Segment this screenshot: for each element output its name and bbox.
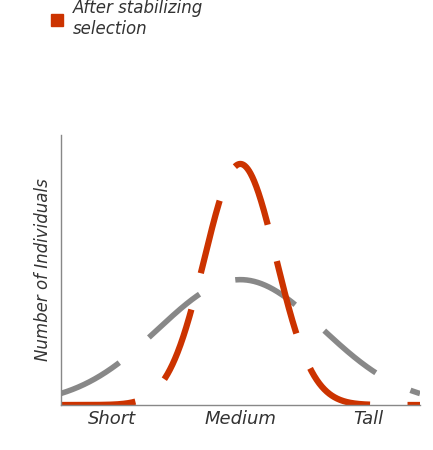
Y-axis label: Number of Individuals: Number of Individuals	[34, 179, 52, 361]
Legend: Original
population, After stabilizing
selection: Original population, After stabilizing s…	[51, 0, 203, 38]
